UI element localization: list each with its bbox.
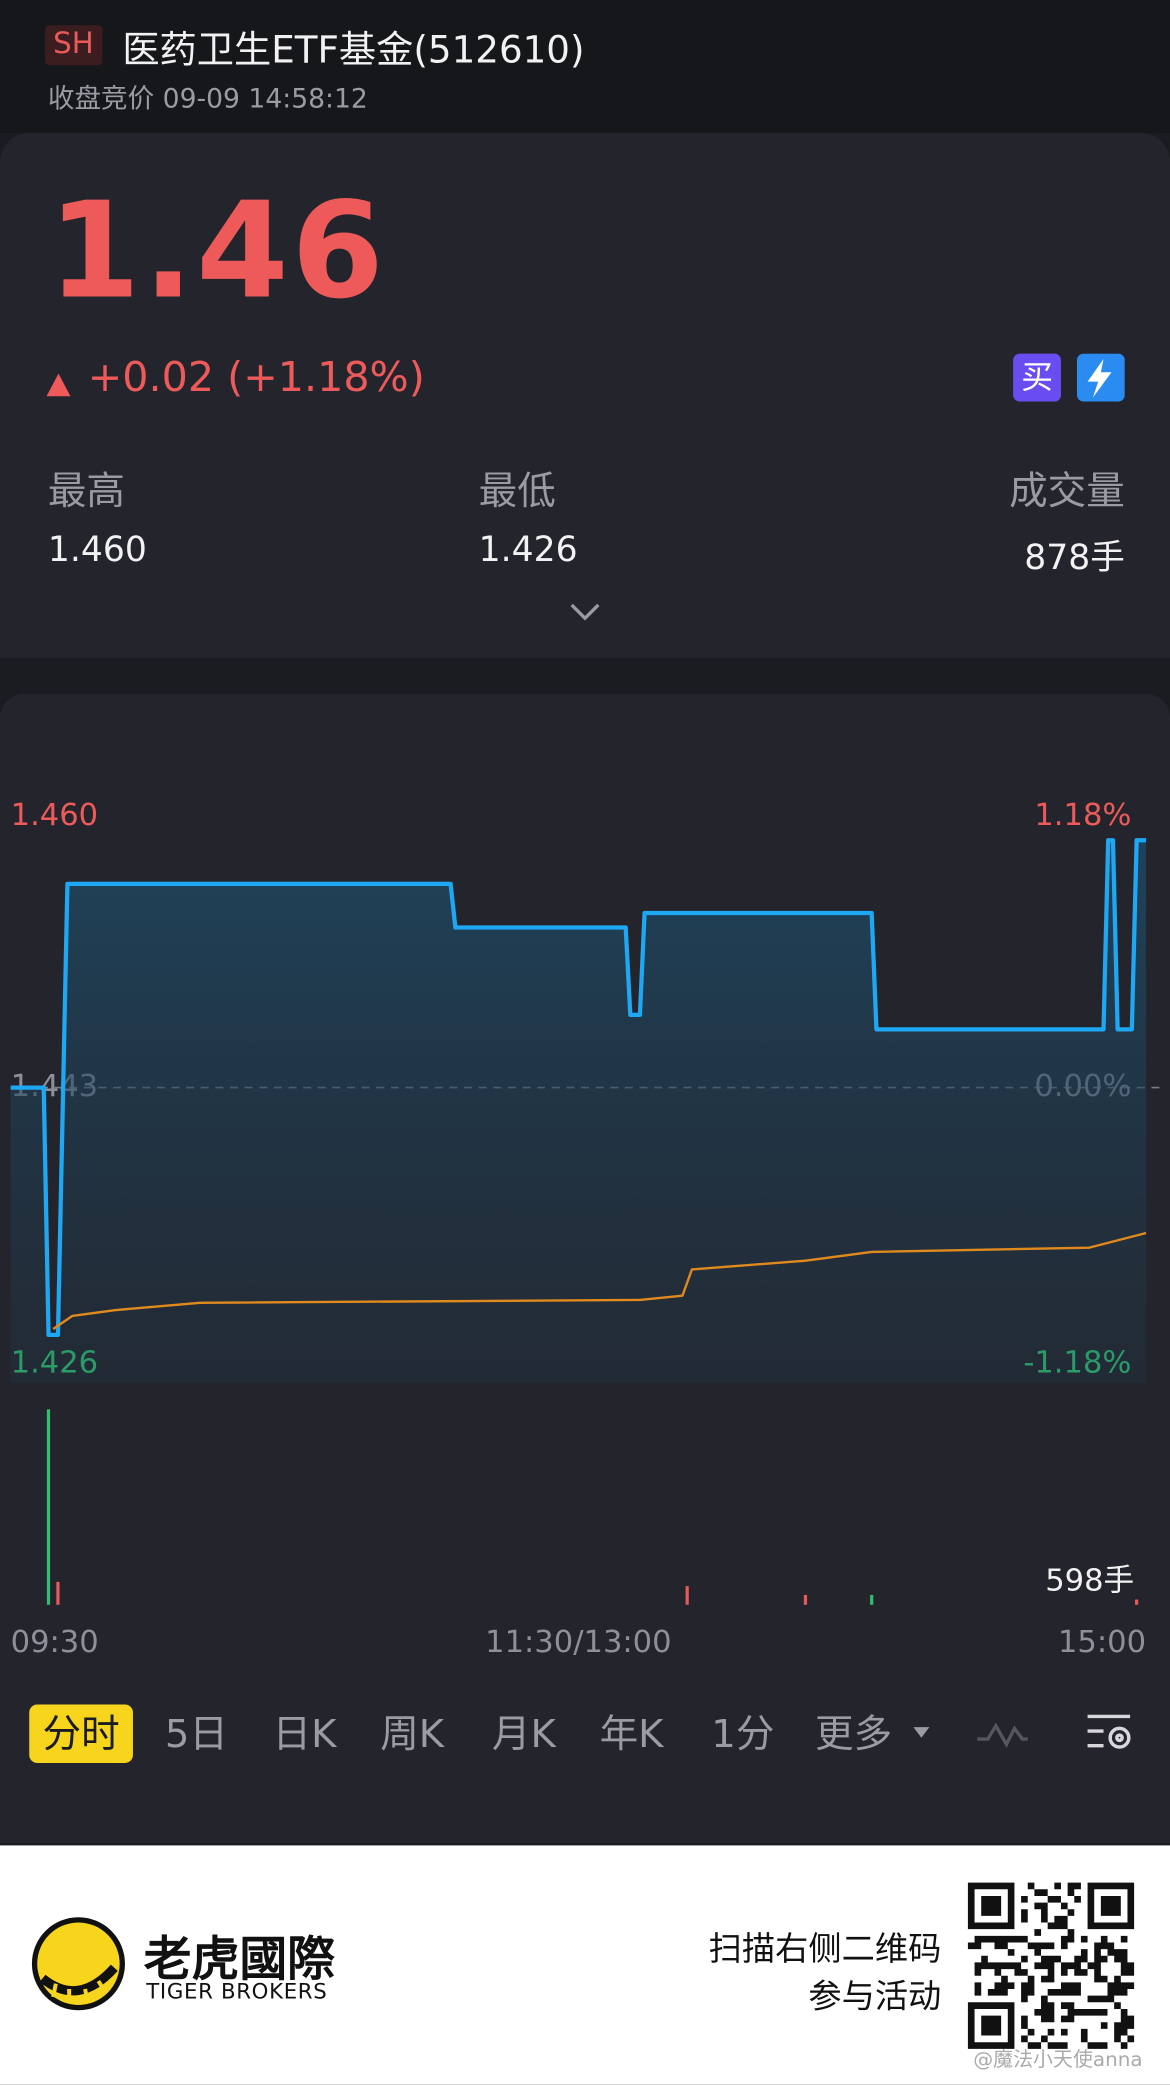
y2-tick-label: 1.18% (1034, 798, 1131, 833)
buy-button[interactable]: 买 (1013, 353, 1061, 402)
up-arrow (46, 373, 71, 397)
stat-value: 1.460 (47, 530, 147, 571)
stat-label: 最高 (47, 468, 125, 514)
tab[interactable]: 周K (380, 1711, 445, 1757)
fund-title: 医药卫生ETF基金(512610) (122, 27, 585, 72)
cta-text: 参与活动 (808, 1977, 942, 2016)
qr-pattern (967, 1882, 1135, 2049)
tab[interactable]: 年K (599, 1711, 664, 1757)
tab[interactable]: 1分 (711, 1711, 775, 1757)
tab[interactable]: 分时 (29, 1704, 133, 1763)
volume-bar (1135, 1599, 1139, 1605)
tiger-logo (31, 1917, 125, 2011)
chart: 1.4261.4431.460-1.18%0.00%1.18%09:3011:3… (10, 798, 1160, 1660)
exchange-badge: SH (45, 25, 102, 66)
price-area (10, 840, 1147, 1383)
qr-code (962, 1877, 1139, 2053)
dropdown-caret (913, 1727, 930, 1738)
average-line (52, 1231, 1147, 1331)
stat-label: 最低 (478, 468, 556, 514)
volume-bar (56, 1581, 60, 1605)
y-tick-label: 1.460 (11, 798, 99, 833)
x-tick-label: 11:30/13:00 (485, 1625, 671, 1660)
quote-card (0, 132, 1170, 659)
volume-tick-label: 598手 (1045, 1564, 1134, 1599)
expand-chevron[interactable] (569, 601, 601, 622)
brand-name-en: TIGER BROKERS (146, 1978, 328, 2004)
tab[interactable]: 更多 (815, 1711, 893, 1757)
price-change: +0.02 (+1.18%) (87, 353, 425, 402)
tab[interactable]: 日K (272, 1711, 337, 1757)
trade-status: 收盘竞价 09-09 14:58:12 (47, 82, 368, 115)
cta-text: 扫描右侧二维码 (708, 1929, 942, 1968)
stat-value: 878手 (1024, 538, 1125, 579)
volume-bar (46, 1409, 51, 1605)
watermark: @魔法小天使anna (973, 2047, 1143, 2072)
x-tick-label: 09:30 (11, 1625, 99, 1660)
price-line (10, 838, 1147, 1337)
stat-label: 成交量 (1009, 468, 1125, 514)
indicator-icon[interactable] (975, 1715, 1031, 1752)
flash-order-button[interactable] (1076, 353, 1125, 402)
tab[interactable]: 5日 (164, 1711, 228, 1757)
volume-bar (685, 1586, 689, 1605)
settings-icon[interactable] (1082, 1708, 1135, 1756)
header-bar (0, 0, 1170, 133)
last-price: 1.46 (47, 172, 387, 329)
stat-value: 1.426 (478, 530, 578, 571)
volume-bar (803, 1594, 808, 1605)
tab[interactable]: 月K (491, 1711, 556, 1757)
brand-name: 老虎國際 (143, 1933, 336, 1988)
x-tick-label: 15:00 (1058, 1625, 1146, 1660)
volume-bar (870, 1594, 874, 1605)
